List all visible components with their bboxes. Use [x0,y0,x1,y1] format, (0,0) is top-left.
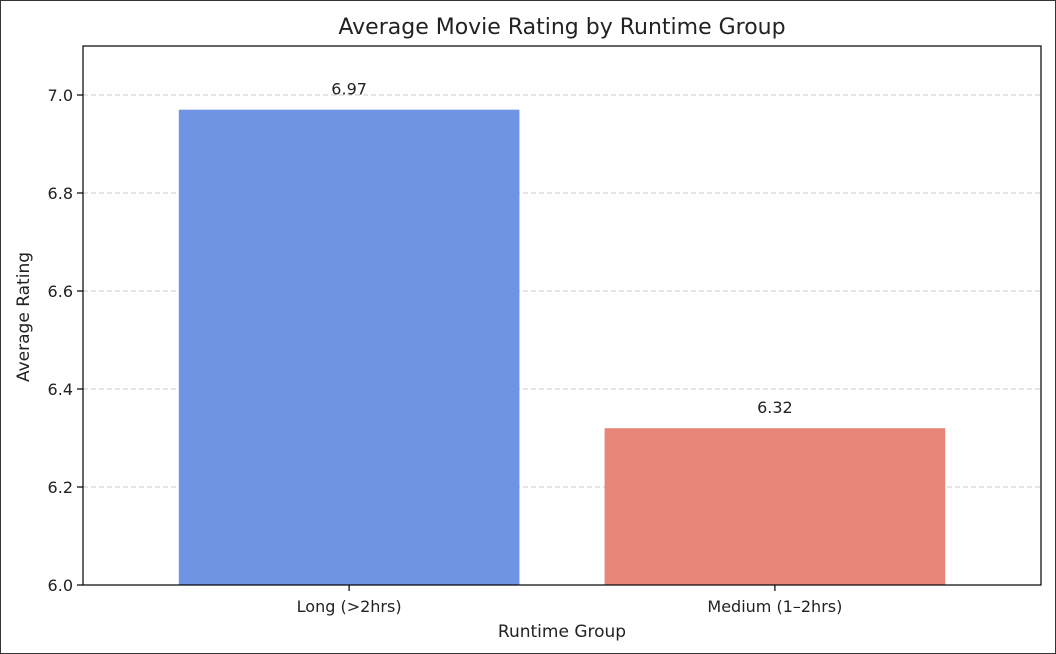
bar [604,428,946,585]
y-tick-label: 7.0 [48,86,73,105]
chart-title: Average Movie Rating by Runtime Group [338,15,785,40]
y-tick-label: 6.2 [48,478,73,497]
value-labels: 6.97 6.32 [331,80,792,418]
y-tick-label: 6.0 [48,576,73,595]
x-axis-ticks: Long (>2hrs) Medium (1–2hrs) [297,585,842,616]
y-tick-label: 6.6 [48,282,73,301]
y-axis-ticks: 6.0 6.2 6.4 6.6 6.8 7.0 [48,86,83,595]
y-tick-label: 6.8 [48,184,73,203]
y-tick-label: 6.4 [48,380,73,399]
x-tick-label: Medium (1–2hrs) [707,597,842,616]
x-tick-label: Long (>2hrs) [297,597,402,616]
bars [178,109,946,585]
y-axis-label: Average Rating [14,252,34,382]
x-axis-label: Runtime Group [498,622,626,642]
bar-value-label: 6.97 [331,80,367,99]
plot-area-border [82,45,1042,586]
bar [178,109,520,585]
bar-value-label: 6.32 [757,398,793,417]
